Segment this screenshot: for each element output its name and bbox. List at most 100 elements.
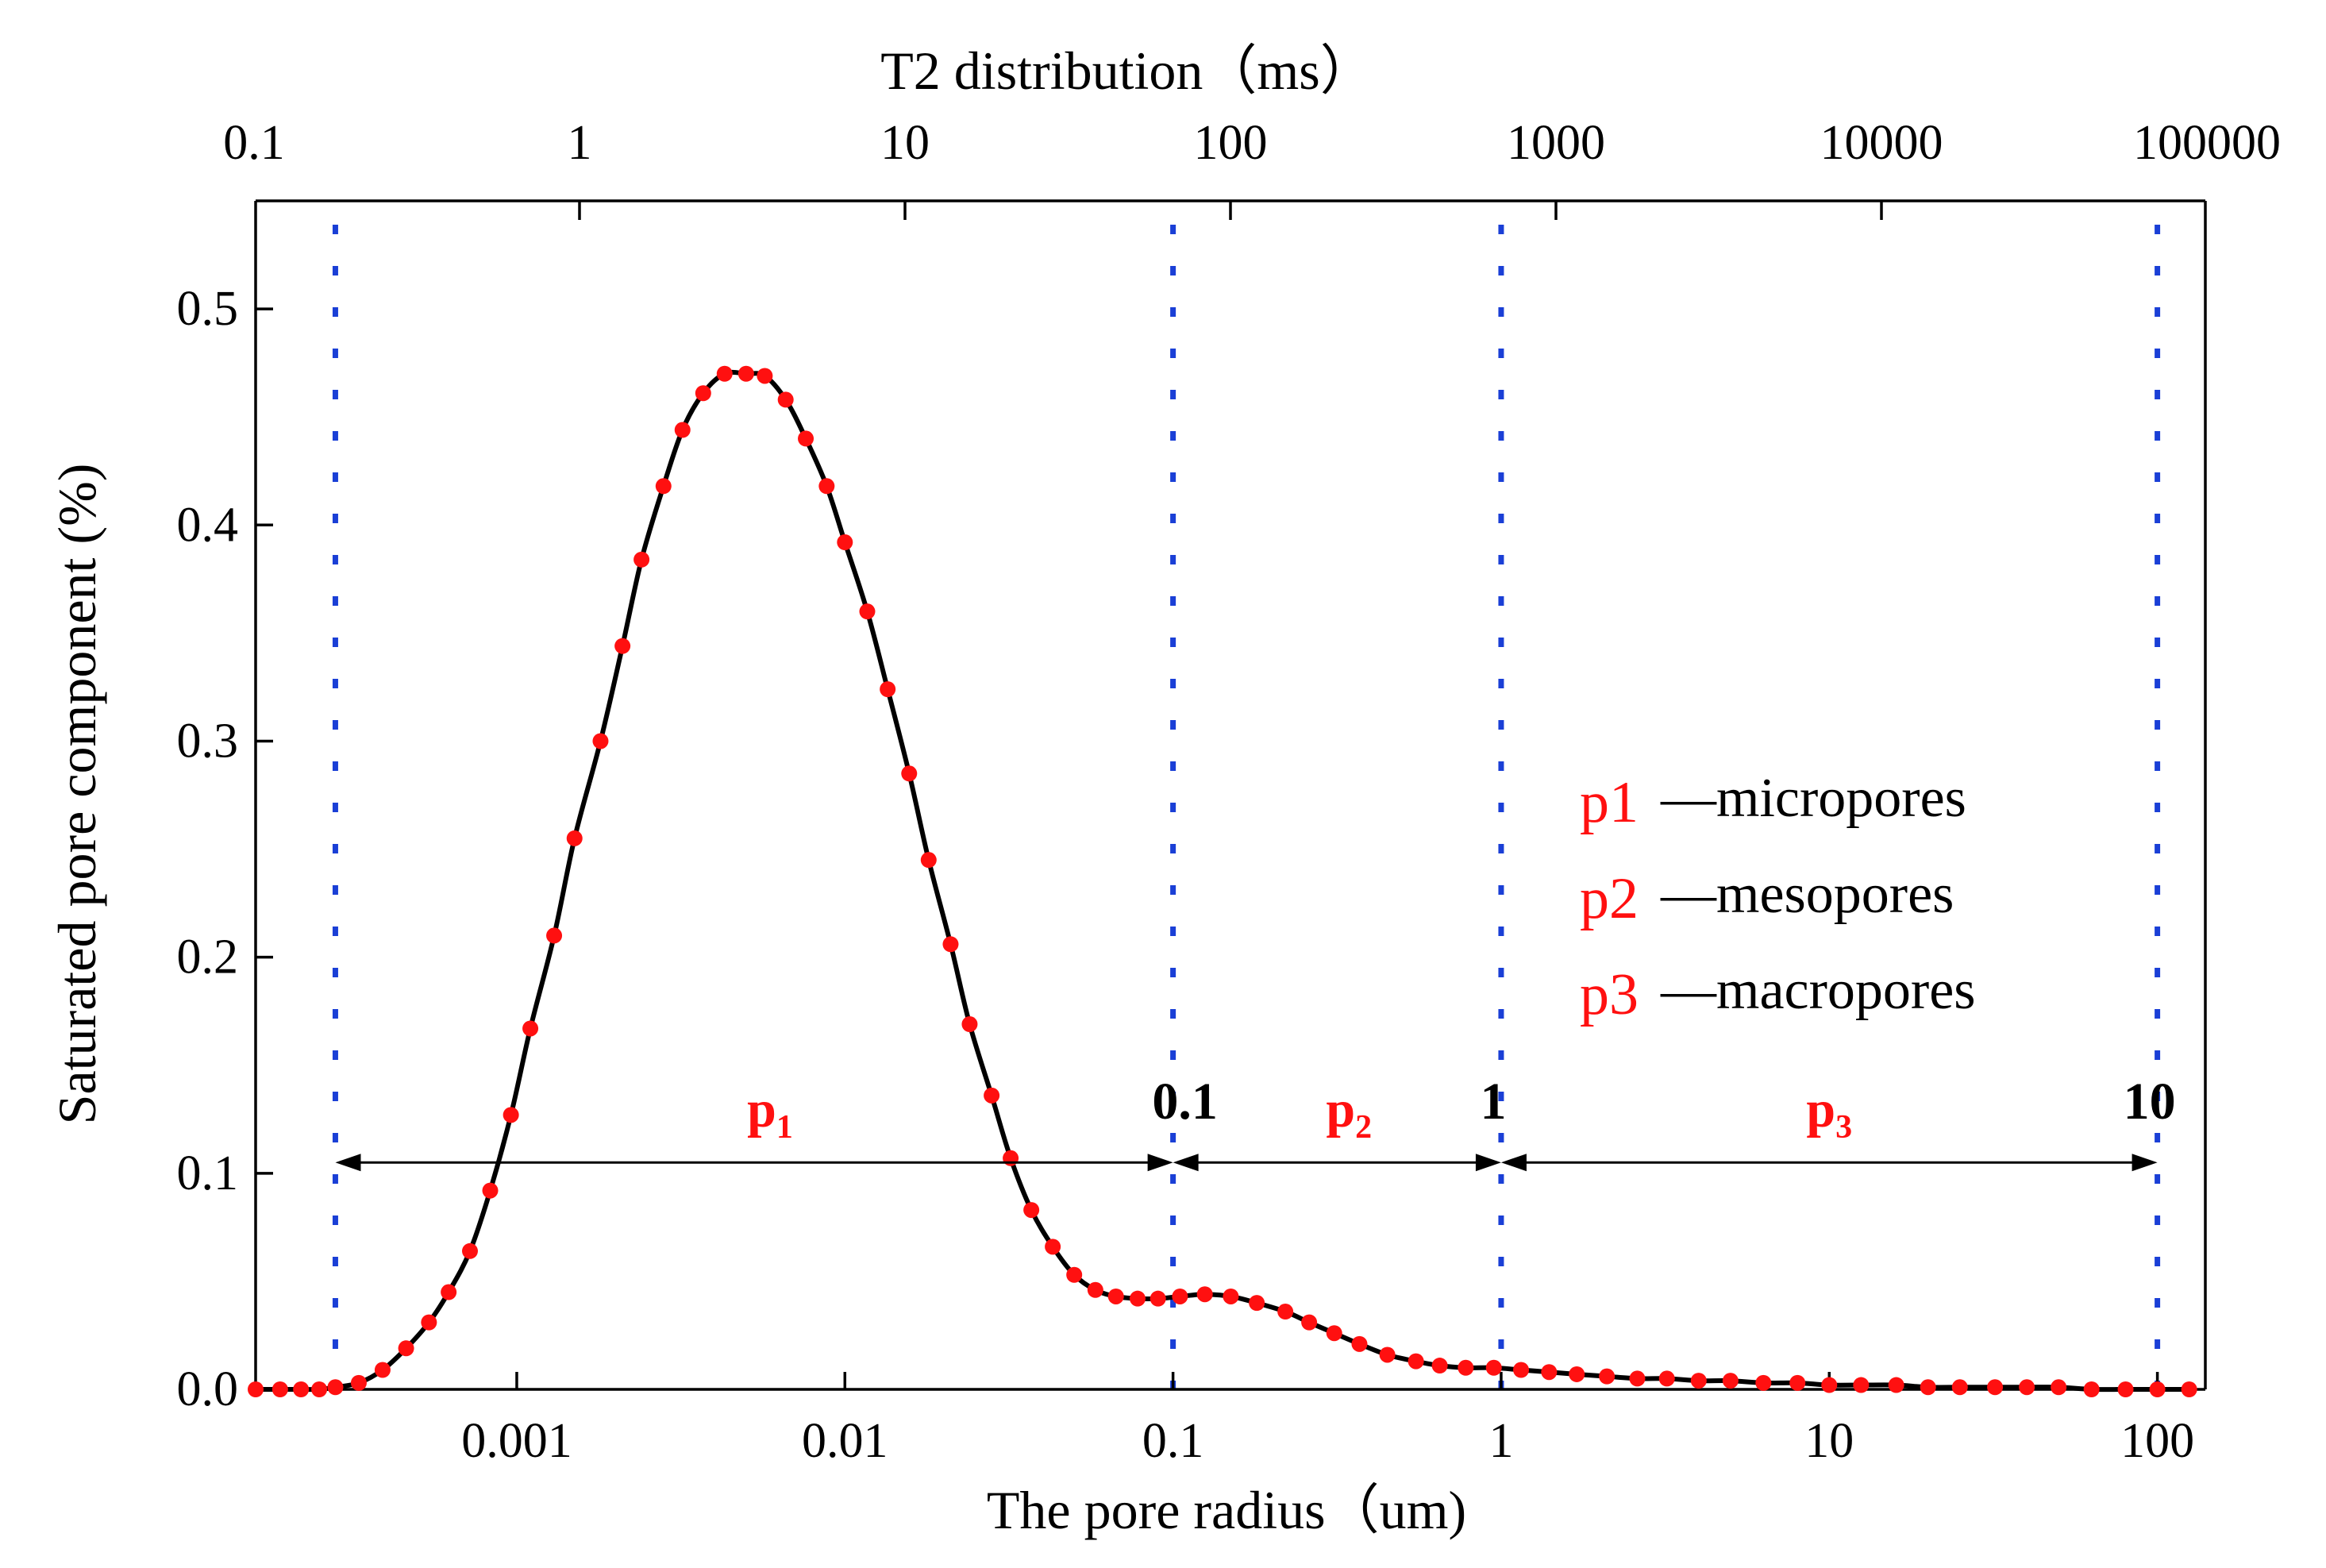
top-tick-label: 10000: [1820, 116, 1943, 170]
data-point: [441, 1284, 457, 1300]
legend-text-macropores: —macropores: [1660, 960, 1976, 1021]
data-point: [1196, 1286, 1213, 1303]
x-tick-label: 0.001: [461, 1414, 572, 1468]
data-point: [1023, 1202, 1040, 1219]
data-point: [311, 1381, 328, 1397]
data-point: [503, 1107, 519, 1123]
mesopore-range-head-right: [1475, 1154, 1501, 1172]
x-tick-label: 0.1: [1142, 1414, 1204, 1468]
data-point: [1513, 1362, 1530, 1378]
data-point: [421, 1314, 437, 1331]
data-point: [327, 1379, 344, 1396]
legend-text-mesopores: —mesopores: [1660, 864, 1954, 925]
top-tick-label: 100: [1194, 116, 1268, 170]
data-point: [614, 638, 631, 654]
data-point: [1690, 1373, 1707, 1389]
data-point: [942, 936, 959, 953]
data-point: [1223, 1288, 1239, 1304]
data-point: [737, 365, 754, 382]
y-tick-label: 0.4: [177, 498, 239, 552]
data-point: [633, 551, 650, 568]
data-point: [1920, 1379, 1936, 1396]
x-tick-label: 0.01: [802, 1414, 888, 1468]
data-point: [880, 681, 896, 698]
data-point: [293, 1381, 310, 1397]
data-point: [901, 765, 918, 782]
y-tick-label: 0.5: [177, 282, 239, 336]
data-point: [2117, 1381, 2134, 1397]
top-tick-label: 10: [880, 116, 930, 170]
data-point: [546, 927, 563, 944]
data-point: [1107, 1288, 1124, 1304]
data-point: [522, 1020, 539, 1037]
data-point: [248, 1381, 264, 1397]
boundary-label-0-1: 0.1: [1152, 1073, 1218, 1131]
data-point: [1045, 1239, 1061, 1255]
macropore-range-head-left: [1500, 1154, 1527, 1172]
data-point: [674, 422, 691, 438]
data-point: [1951, 1379, 1968, 1396]
range-arrows: [335, 1154, 2158, 1172]
data-point: [271, 1381, 288, 1397]
data-point: [2149, 1381, 2166, 1397]
mesopore-range-head-left: [1173, 1154, 1199, 1172]
data-point: [1987, 1379, 2004, 1396]
region-label-p3: p3: [1806, 1081, 1852, 1146]
legend-text-micropores: —micropores: [1660, 768, 1966, 829]
data-point: [1326, 1325, 1342, 1342]
y-axis-title: Saturated pore component (%): [47, 464, 107, 1125]
y-tick-label: 0.1: [177, 1146, 239, 1200]
x-tick-label: 1: [1488, 1414, 1513, 1468]
legend-key-p1: p1: [1580, 770, 1639, 835]
macropore-range-head-right: [2132, 1154, 2158, 1172]
legend: p1 —micropores p2 —mesopores p3 —macropo…: [1580, 768, 1976, 1027]
data-point: [1066, 1266, 1083, 1283]
data-point: [1629, 1370, 1646, 1387]
data-point: [1599, 1368, 1615, 1385]
data-point: [1485, 1359, 1502, 1376]
data-point: [1569, 1366, 1585, 1382]
data-point: [1431, 1358, 1448, 1374]
boundary-lines: [332, 225, 2161, 1389]
y-tick-label: 0.3: [177, 714, 239, 768]
data-point: [1458, 1359, 1474, 1376]
x-axis-title: The pore radius（um): [987, 1480, 1466, 1540]
data-point: [1853, 1377, 1870, 1393]
data-point: [592, 733, 609, 749]
data-point: [2083, 1381, 2100, 1397]
x-tick-label: 100: [2120, 1414, 2194, 1468]
data-point: [1541, 1364, 1558, 1381]
boundary-label-10: 10: [2124, 1073, 2176, 1131]
data-point: [374, 1362, 391, 1378]
y-tick-label: 0.2: [177, 930, 239, 984]
data-point: [1722, 1373, 1739, 1389]
data-point: [961, 1016, 978, 1033]
region-label-p2: p2: [1326, 1081, 1372, 1146]
data-point: [837, 534, 853, 551]
data-point: [1130, 1290, 1146, 1307]
data-point: [2019, 1379, 2035, 1396]
top-tick-label: 0.1: [223, 116, 285, 170]
legend-key-p2: p2: [1580, 866, 1639, 931]
data-point: [798, 430, 814, 447]
data-point: [461, 1242, 478, 1259]
data-point: [566, 830, 583, 846]
data-point: [920, 852, 937, 869]
data-point: [818, 478, 835, 495]
data-point: [1821, 1377, 1838, 1393]
data-point: [1789, 1374, 1806, 1391]
micropore-range-head-left: [335, 1154, 361, 1172]
data-point: [1408, 1353, 1424, 1370]
data-point: [2181, 1381, 2197, 1397]
data-point: [1379, 1346, 1396, 1363]
data-point: [1150, 1290, 1166, 1307]
data-point: [1888, 1377, 1904, 1393]
data-point: [482, 1182, 499, 1199]
data-point: [2051, 1379, 2067, 1396]
top-tick-label: 1000: [1507, 116, 1605, 170]
data-point: [757, 368, 773, 384]
data-point: [984, 1087, 1000, 1104]
data-point: [1172, 1288, 1188, 1304]
top-tick-label: 1: [568, 116, 592, 170]
data-points: [248, 365, 2197, 1397]
